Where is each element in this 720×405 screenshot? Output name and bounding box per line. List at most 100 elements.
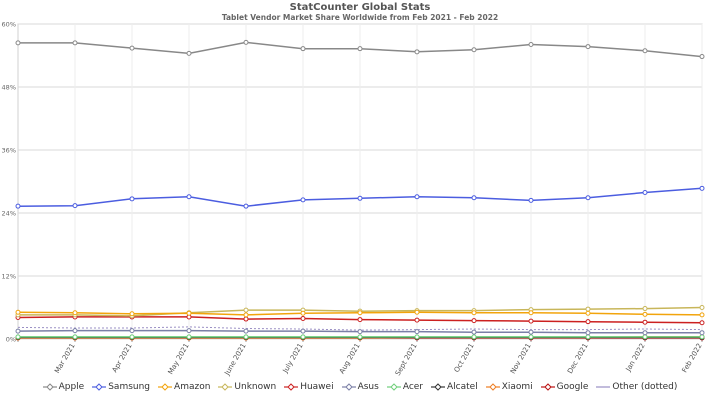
legend-item[interactable]: Asus	[341, 382, 379, 392]
legend-label: Asus	[357, 382, 379, 392]
data-point-asus	[642, 330, 648, 336]
legend-label: Google	[556, 382, 589, 392]
data-point-asus	[72, 328, 78, 334]
legend-swatch-icon	[158, 382, 173, 391]
x-tick-label: Oct 2021	[453, 342, 476, 374]
data-point-asus	[699, 330, 705, 336]
data-point-asus	[471, 329, 477, 335]
legend-swatch-icon	[218, 382, 233, 391]
x-tick-label: May 2021	[167, 342, 191, 376]
data-point-acer	[699, 334, 705, 340]
data-point-samsung	[699, 185, 705, 191]
legend-swatch-icon	[341, 382, 356, 391]
legend-label: Amazon	[174, 382, 211, 392]
data-point-apple	[15, 40, 21, 46]
legend-item[interactable]: Samsung	[92, 382, 150, 392]
data-point-acer	[471, 334, 477, 340]
x-tick-label: June 2021	[223, 342, 248, 377]
data-point-asus	[243, 328, 249, 334]
data-point-asus	[414, 329, 420, 335]
data-point-asus	[129, 328, 135, 334]
data-point-huawei	[357, 317, 363, 323]
x-tick-label: July 2021	[281, 342, 305, 375]
x-tick-label: Jan 2022	[624, 342, 647, 374]
data-point-asus	[585, 330, 591, 336]
data-point-samsung	[357, 195, 363, 201]
y-tick-label: 24%	[2, 210, 16, 218]
x-tick-label: Feb 2022	[681, 342, 704, 374]
data-point-asus	[357, 329, 363, 335]
data-point-unknown	[243, 307, 249, 313]
data-point-samsung	[642, 190, 648, 196]
data-point-huawei	[585, 319, 591, 325]
data-point-samsung	[186, 194, 192, 200]
data-point-amazon	[72, 310, 78, 316]
x-tick-label: Aug 2021	[338, 342, 362, 375]
data-point-asus	[300, 328, 306, 334]
data-point-samsung	[72, 203, 78, 209]
data-point-acer	[642, 334, 648, 340]
legend-swatch-icon	[42, 382, 57, 391]
legend-label: Other (dotted)	[612, 382, 678, 392]
data-point-amazon	[414, 309, 420, 315]
legend-item[interactable]: Google	[540, 382, 589, 392]
data-point-amazon	[471, 310, 477, 316]
data-point-samsung	[528, 197, 534, 203]
data-point-acer	[357, 334, 363, 340]
x-tick-label: Apr 2021	[111, 342, 134, 374]
data-point-samsung	[471, 195, 477, 201]
data-point-samsung	[129, 196, 135, 202]
x-tick-label: Dec 2021	[566, 342, 590, 375]
data-point-apple	[186, 50, 192, 56]
data-point-amazon	[15, 309, 21, 315]
legend-label: Huawei	[300, 382, 334, 392]
data-point-huawei	[300, 316, 306, 322]
data-point-apple	[528, 41, 534, 47]
legend-item[interactable]: Amazon	[158, 382, 210, 392]
data-point-acer	[300, 334, 306, 340]
data-point-amazon	[186, 310, 192, 316]
data-point-acer	[129, 334, 135, 340]
data-point-acer	[186, 334, 192, 340]
legend-item[interactable]: Other (dotted)	[596, 382, 677, 392]
data-point-amazon	[642, 311, 648, 317]
chart-title: StatCounter Global Stats	[289, 2, 431, 13]
data-point-apple	[72, 40, 78, 46]
data-point-amazon	[528, 310, 534, 316]
legend-label: Unknown	[234, 382, 277, 392]
legend-swatch-icon	[92, 382, 107, 391]
data-point-apple	[129, 45, 135, 51]
data-point-apple	[699, 54, 705, 60]
legend-item[interactable]: Alcatel	[431, 382, 478, 392]
data-point-unknown	[642, 306, 648, 312]
chart-legend: Apple Samsung Amazon Unknown Huawei Asus Acer A…	[0, 382, 720, 392]
legend-item[interactable]: Apple	[42, 382, 85, 392]
legend-item[interactable]: Huawei	[284, 382, 334, 392]
data-point-amazon	[243, 312, 249, 318]
data-point-amazon	[699, 312, 705, 318]
legend-item[interactable]: Unknown	[218, 382, 276, 392]
data-point-huawei	[414, 317, 420, 323]
data-point-amazon	[585, 310, 591, 316]
legend-label: Apple	[58, 382, 85, 392]
data-point-apple	[300, 46, 306, 52]
legend-item[interactable]: Acer	[386, 382, 423, 392]
y-tick-label: 12%	[2, 273, 16, 281]
y-tick-label: 36%	[2, 147, 16, 155]
data-point-acer	[243, 334, 249, 340]
data-point-huawei	[699, 320, 705, 326]
data-point-samsung	[585, 195, 591, 201]
data-point-huawei	[243, 316, 249, 322]
y-tick-label: 48%	[2, 84, 16, 92]
legend-label: Alcatel	[447, 382, 478, 392]
data-point-samsung	[15, 203, 21, 209]
legend-swatch-icon	[596, 385, 611, 388]
data-point-amazon	[129, 311, 135, 317]
data-point-huawei	[642, 319, 648, 325]
legend-item[interactable]: Xiaomi	[485, 382, 533, 392]
y-tick-label: 60%	[2, 21, 16, 29]
data-point-samsung	[300, 197, 306, 203]
legend-swatch-icon	[386, 382, 401, 391]
data-point-acer	[414, 334, 420, 340]
